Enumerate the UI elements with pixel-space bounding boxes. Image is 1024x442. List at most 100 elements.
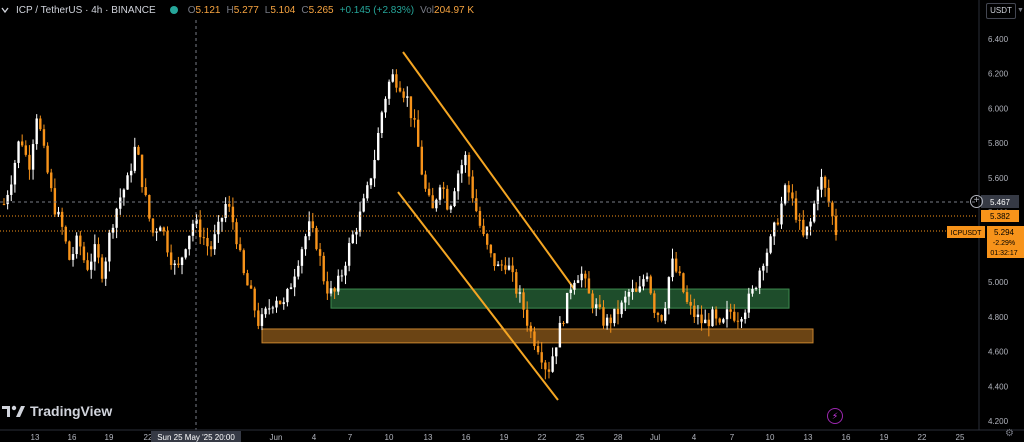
channel-upper-line[interactable] — [402, 51, 576, 291]
candle-body — [380, 112, 384, 133]
currency-button[interactable]: USDT — [986, 3, 1016, 19]
support-zone-green[interactable] — [330, 288, 790, 309]
candle-body — [805, 226, 809, 236]
close-value: 5.265 — [308, 4, 334, 16]
time-tick-label: 4 — [312, 433, 317, 442]
currency-chevron-icon[interactable]: ▼ — [1017, 7, 1024, 14]
candle-body — [318, 249, 322, 256]
candle-body — [616, 308, 620, 315]
candle-body — [89, 261, 93, 270]
candle-body — [518, 292, 522, 294]
candle-body — [351, 234, 354, 244]
candle-body — [344, 265, 347, 276]
candle-body — [576, 280, 580, 283]
candle-body — [631, 288, 634, 292]
candle-body — [504, 265, 507, 270]
support-zone-orange[interactable] — [261, 328, 814, 344]
time-tick-label: 7 — [348, 433, 353, 442]
candle-body — [50, 172, 53, 189]
chevron-down-icon[interactable] — [0, 5, 10, 15]
candle-body — [794, 198, 798, 220]
candle-body — [802, 219, 805, 236]
time-tick-label: 25 — [576, 433, 585, 442]
candle-body — [693, 305, 696, 317]
candle-body — [122, 189, 126, 198]
gear-icon[interactable]: ⚙ — [1005, 428, 1014, 439]
candle-body — [304, 236, 307, 250]
candle-body — [729, 309, 732, 312]
candle-body — [515, 272, 518, 294]
time-tick-label: 13 — [424, 433, 433, 442]
candle-body — [758, 270, 761, 288]
price-tick-label: 5.600 — [988, 174, 1009, 183]
candle-body — [93, 244, 97, 262]
candle-body — [475, 198, 478, 212]
time-tick-label: 19 — [500, 433, 509, 442]
candle-body — [268, 308, 271, 310]
candle-body — [384, 98, 387, 113]
candle-body — [456, 173, 460, 192]
candle-body — [144, 187, 147, 196]
candle-body — [671, 258, 674, 278]
ref-price-label: 5.382 — [990, 212, 1011, 221]
candle-body — [297, 265, 300, 277]
symbol-title[interactable]: ICP / TetherUS · 4h · BINANCE — [16, 4, 156, 16]
candle-body — [64, 226, 67, 242]
candle-body — [620, 302, 623, 315]
candle-body — [674, 258, 678, 272]
candle-body — [711, 309, 714, 327]
candle-body — [664, 308, 667, 321]
high-value: 5.277 — [233, 4, 259, 16]
candle-body — [446, 188, 449, 210]
price-tick-label: 6.400 — [988, 35, 1009, 44]
candle-body — [24, 145, 27, 155]
tradingview-logo[interactable]: TradingView — [2, 403, 112, 419]
candle-body — [747, 293, 751, 313]
candle-body — [195, 219, 198, 224]
open-value: 5.121 — [195, 4, 221, 16]
candle-body — [733, 311, 736, 321]
candle-body — [257, 310, 260, 326]
add-alert-icon[interactable]: + — [970, 195, 983, 208]
candle-body — [71, 254, 75, 260]
candle-body — [638, 286, 642, 292]
candle-body — [627, 291, 631, 297]
candle-body — [253, 288, 256, 311]
open-label: O — [187, 4, 196, 16]
candle-body — [188, 235, 191, 250]
candle-body — [769, 236, 772, 253]
candle-body — [562, 322, 565, 324]
time-tick-label: 4 — [692, 433, 697, 442]
candle-body — [533, 331, 536, 347]
candle-body — [649, 276, 652, 294]
candle-body — [685, 292, 689, 302]
candle-body — [169, 252, 173, 266]
candle-body — [246, 273, 249, 286]
candle-body — [609, 317, 612, 324]
candle-body — [544, 362, 547, 370]
time-axis[interactable]: 13 16 19 22 Jun 4 7 10 13 16 19 22 25 28 Jul 4 7 10 13 16 19… — [31, 433, 965, 442]
last-price-label: 5.294 — [994, 228, 1015, 237]
time-tick-label: 28 — [614, 433, 623, 442]
change-value: +0.145 (+2.83%) — [339, 4, 415, 16]
candle-body — [337, 275, 340, 292]
candle-body — [816, 189, 820, 204]
candle-body — [783, 185, 787, 204]
candle-body — [547, 369, 551, 372]
flash-icon[interactable]: ⚡ — [827, 408, 843, 424]
candle-body — [355, 231, 358, 235]
price-tick-label: 4.200 — [988, 417, 1009, 426]
time-tick-label: 13 — [804, 433, 813, 442]
channel-lower-line[interactable] — [397, 191, 559, 401]
candle-body — [2, 203, 6, 205]
candle-body — [322, 255, 325, 282]
candle-body — [460, 165, 463, 174]
candle-body — [751, 288, 754, 294]
candle-body — [57, 211, 60, 215]
price-tick-label: 5.000 — [988, 278, 1009, 287]
candle-body — [580, 273, 583, 281]
candle-body — [773, 222, 776, 237]
candle-body — [427, 188, 431, 196]
candle-body — [209, 246, 213, 250]
